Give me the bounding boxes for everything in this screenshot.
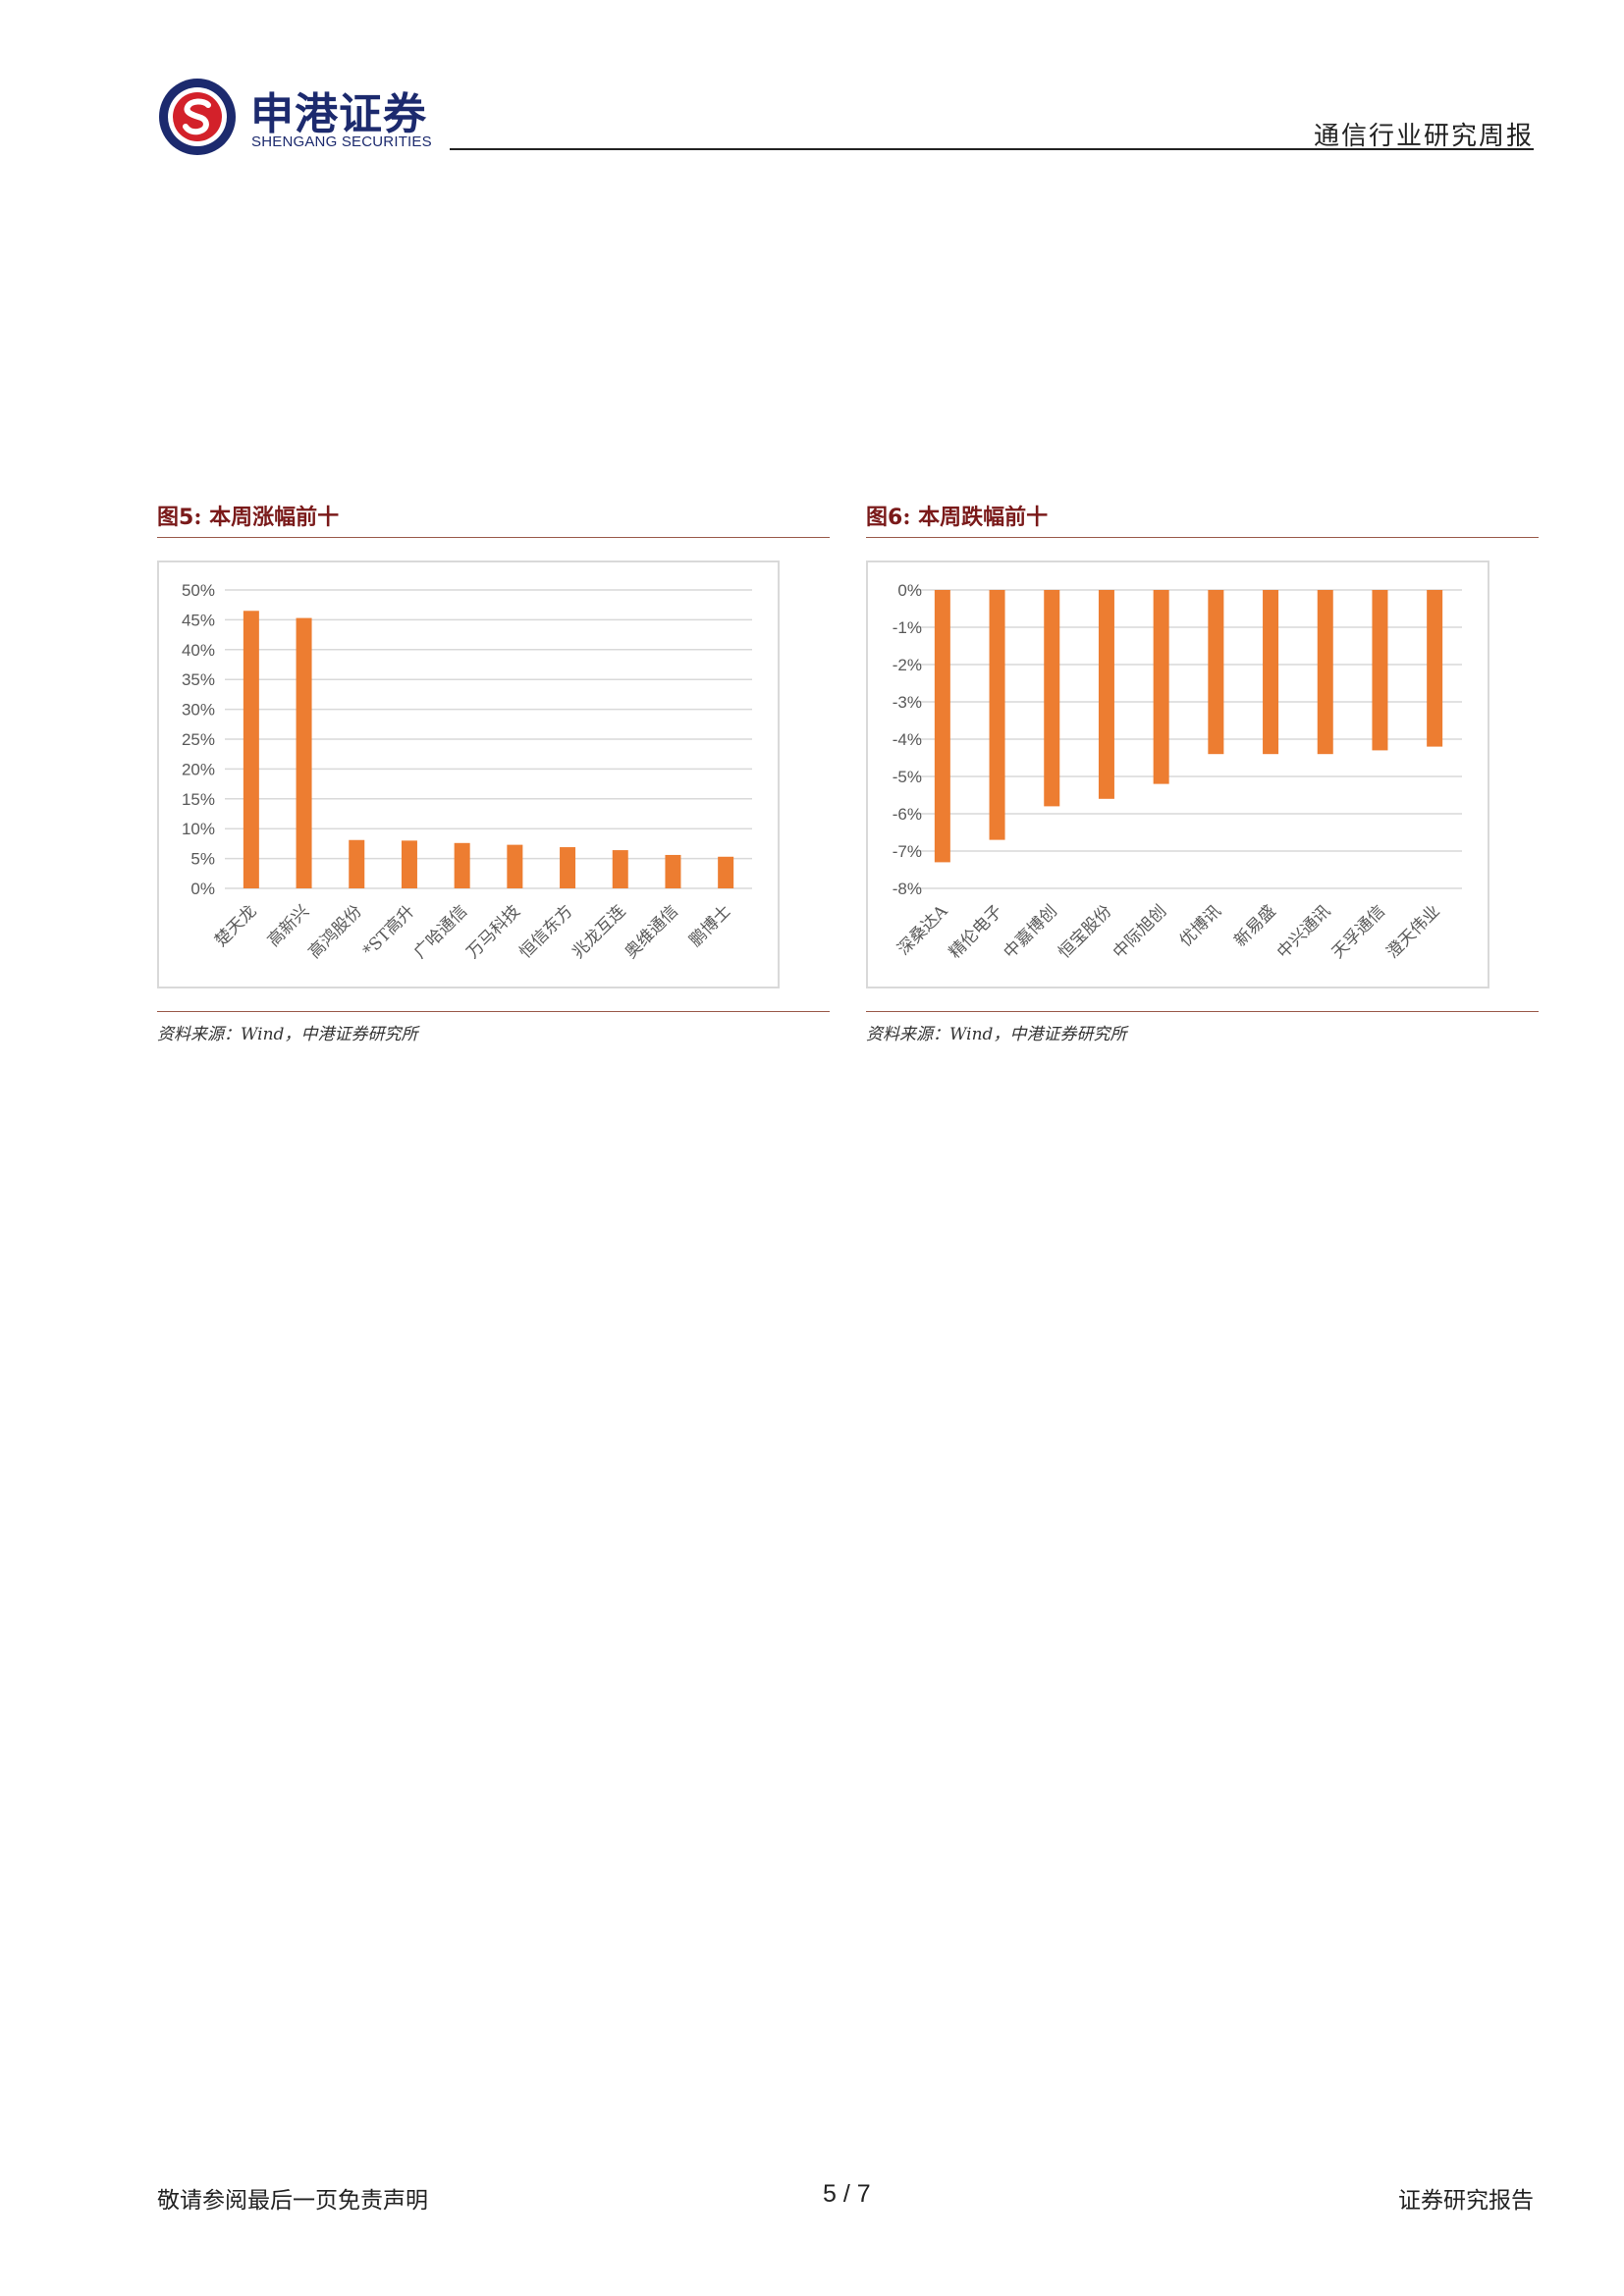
bar [1208,590,1224,755]
bar [1044,590,1060,807]
figure-6-chart: 0% -1% -2% -3% -4% -5% -6% -7% -8% 深桑达A 精伦电子 中嘉博创 恒宝… [866,561,1489,988]
brand-name-cn: 申港证券 [250,89,427,139]
figure-6-chart-svg: 0% -1% -2% -3% -4% -5% -6% -7% -8% 深桑达A精伦电子中嘉博创恒宝… [893,581,1462,963]
x-category-label: 中际旭创 [1110,901,1170,962]
x-category-label: 新易盛 [1230,901,1279,950]
figure-5-source: 资料来源：Wind，中港证券研究所 [157,1025,418,1044]
figure-5-top-rule [157,537,830,538]
figure-6-source: 资料来源：Wind，中港证券研究所 [866,1025,1127,1044]
footer-report-type: 证券研究报告 [1398,2188,1534,2214]
figure-6-bottom-rule [866,1011,1539,1012]
bar [243,611,259,888]
page-number: 5 / 7 [823,2180,871,2208]
y-tick-label: -3% [893,693,922,712]
bar [1372,590,1388,751]
y-tick-label: 0% [897,581,922,600]
x-category-label: 中嘉博创 [1001,901,1061,962]
figure-5-caption-prefix: 图 [157,505,180,530]
x-category-label: 恒信东方 [515,901,576,962]
figure-5-caption: 图5: 本周涨幅前十 [157,500,339,531]
bar [1263,590,1279,755]
figure-6-caption-text: : 本周跌幅前十 [902,505,1049,530]
bar [989,590,1005,840]
bar [718,856,734,888]
footer-disclaimer: 敬请参阅最后一页免责声明 [157,2188,428,2214]
bar [296,617,312,888]
y-tick-label: -4% [893,730,922,749]
figure-6-caption-number: 6 [888,506,903,530]
x-category-label: 精伦电子 [946,901,1006,962]
y-tick-label: -8% [893,880,922,898]
y-tick-label: -6% [893,805,922,824]
figure-6-top-rule [866,537,1539,538]
x-category-label: 恒宝股份 [1055,901,1115,962]
y-tick-label: 5% [190,850,215,869]
bar [1098,590,1114,799]
x-category-label: 兆龙互连 [568,901,629,962]
y-tick-label: 30% [182,701,215,720]
y-tick-label: 40% [182,641,215,660]
report-title: 通信行业研究周报 [1313,122,1534,151]
figure-5-bottom-rule [157,1011,830,1012]
bar [612,850,628,888]
x-category-label: 中兴通讯 [1273,901,1334,962]
x-category-label: 优博讯 [1176,901,1225,950]
brand-name-en: SHENGANG SECURITIES [251,133,432,150]
y-tick-label: 15% [182,790,215,809]
figure-5-caption-text: : 本周涨幅前十 [193,505,340,530]
bar [349,839,365,888]
x-category-label: 天孚通信 [1328,901,1389,962]
y-tick-label: -1% [893,618,922,637]
figure-5-chart: 50% 45% 40% 35% 30% 25% 20% 15% 10% 5% 0% 楚天龙 高新兴 高鸿股… [157,561,780,988]
bar [1317,590,1333,755]
header-divider [450,148,1534,150]
bar [1427,590,1443,747]
bar [507,844,523,888]
y-tick-label: -2% [893,656,922,674]
figure-6-caption-prefix: 图 [866,505,889,530]
x-category-label: 高鸿股份 [305,901,366,962]
bar [401,840,417,888]
x-category-label: 高新兴 [264,901,313,950]
y-tick-label: 50% [182,581,215,600]
bar [665,854,681,888]
x-category-label: 万马科技 [463,901,524,962]
figure-5-caption-number: 5 [179,506,194,530]
x-category-label: 楚天龙 [211,901,260,950]
x-category-label: 广哈通信 [410,901,471,962]
x-category-label: 奥维通信 [622,901,682,962]
y-tick-label: -7% [893,842,922,861]
x-category-label: 鹏博士 [685,901,734,950]
y-tick-label: 45% [182,611,215,629]
bar [560,847,576,888]
x-category-label: 深桑达A [893,901,951,959]
x-category-label: *ST高升 [359,901,418,960]
y-tick-label: 35% [182,670,215,689]
x-category-label: 澄天伟业 [1382,901,1443,962]
bar [1153,590,1169,784]
y-tick-label: 25% [182,730,215,749]
figure-6-caption: 图6: 本周跌幅前十 [866,500,1048,531]
bar [934,590,950,863]
y-tick-label: 20% [182,760,215,778]
shengang-logo-icon [159,79,236,155]
y-tick-label: -5% [893,768,922,786]
y-tick-label: 10% [182,820,215,838]
y-tick-label: 0% [190,880,215,898]
figure-5-chart-svg: 50% 45% 40% 35% 30% 25% 20% 15% 10% 5% 0% 楚天龙 高新兴高鸿股… [182,581,752,963]
bar [454,842,470,888]
